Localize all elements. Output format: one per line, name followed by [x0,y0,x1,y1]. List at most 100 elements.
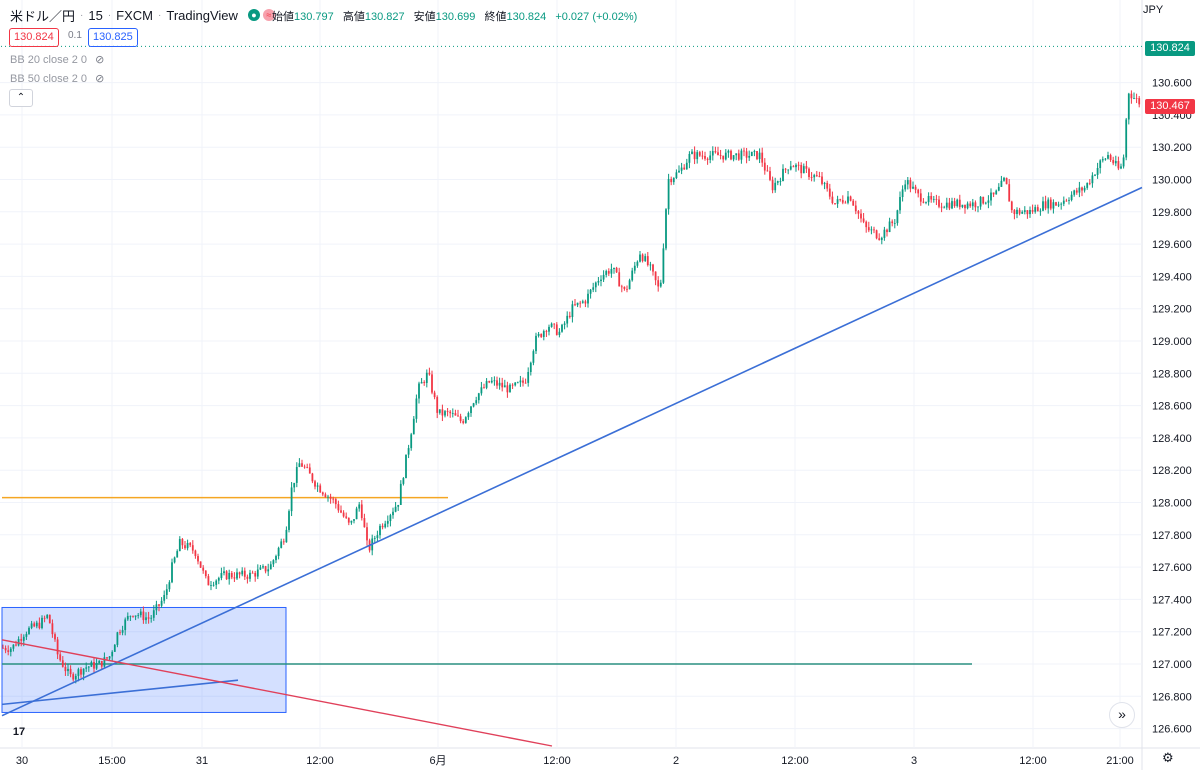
candle-body [1094,174,1096,176]
candle-body [1122,157,1125,167]
candle-body [568,315,571,318]
candle-body [137,615,140,616]
candle-body [883,229,886,238]
candle-body [932,199,935,200]
candle-body [821,176,823,184]
interval-label[interactable]: 15 [88,7,103,23]
candle-body [537,333,540,336]
currency-label[interactable]: JPY [1143,4,1164,16]
settings-gear-icon[interactable]: ⚙ [1162,750,1174,765]
candle-body [1055,202,1057,206]
candle-body [800,164,803,174]
candle-body [126,616,129,620]
candle-body [839,199,842,201]
candle-body [704,155,706,159]
indicator-bb20[interactable]: BB 20 close 2 0 ⊘ [10,53,105,67]
y-tick-label: 128.400 [1152,433,1192,445]
close-value: 130.824 [506,11,547,23]
candle-body [298,463,301,468]
candle-body [412,418,415,435]
lower-trendline [1,679,239,706]
candle-body [438,409,441,413]
candle-body [446,411,449,412]
candle-body [535,335,537,352]
candle-body [914,186,917,190]
candle-body [397,504,400,507]
candle-body [654,271,657,281]
candle-body [545,331,548,332]
candle-body [831,196,834,204]
sell-price-button[interactable]: 130.824 [9,28,59,47]
candle-body [59,654,62,661]
y-tick-label: 130.600 [1152,78,1192,90]
candle-body [399,483,402,505]
candle-body [826,182,829,189]
high-label: 高値 [342,11,365,23]
candle-body [904,184,907,190]
candle-body [909,180,912,189]
candle-body [633,265,636,271]
candle-body [121,630,124,633]
candle-body [1057,204,1060,206]
eye-off-icon[interactable]: ⊘ [95,73,105,85]
candle-body [501,382,504,388]
candle-body [259,567,262,570]
candle-body [321,492,324,495]
candle-body [818,176,821,178]
indicator-bb50[interactable]: BB 50 close 2 0 ⊘ [10,72,105,86]
candle-body [761,152,764,163]
y-tick-label: 127.800 [1152,530,1192,542]
collapse-indicators-button[interactable]: ⌃ [9,89,33,107]
candle-body [667,178,670,210]
candle-body [475,400,478,404]
candle-body [100,660,103,667]
candle-body [132,615,134,617]
candle-body [285,529,288,543]
candle-body [418,383,420,399]
candle-body [48,614,51,624]
candle-body [964,204,966,209]
buy-price-button[interactable]: 130.825 [88,28,138,47]
candle-body [691,151,693,154]
candle-body [113,644,116,652]
candle-body [1008,184,1011,202]
candle-body [1109,155,1112,160]
candle-body [1060,203,1063,205]
candle-body [1018,209,1021,214]
symbol-name[interactable]: 米ドル／円 [10,8,76,24]
scroll-to-realtime-button[interactable]: » [1109,702,1135,728]
y-tick-label: 126.600 [1152,724,1192,736]
candle-body [631,270,634,281]
candle-body [82,668,85,675]
candle-body [984,202,987,204]
candle-body [548,326,550,332]
candle-body [1052,202,1055,209]
candle-body [854,205,857,212]
candle-body [483,387,485,389]
candle-body [774,182,777,191]
y-tick-label: 128.000 [1152,498,1192,510]
candle-body [451,413,454,414]
candle-body [1042,201,1044,211]
candle-body [951,201,953,209]
candle-body [753,151,756,152]
candle-body [813,175,816,178]
eye-off-icon[interactable]: ⊘ [95,54,105,66]
candle-body [189,543,192,546]
indicator-label: BB 50 close 2 0 [10,72,88,85]
candle-body [675,172,678,179]
candle-body [33,623,36,627]
candle-body [927,195,930,203]
tradingview-logo[interactable]: 17 [12,726,26,738]
candle-body [727,150,730,153]
candle-body [857,211,860,214]
candle-body [815,175,818,177]
candle-body [784,168,787,170]
candle-body [389,515,392,522]
candle-body [243,570,246,577]
market-status-badge[interactable]: ● ≈ [247,9,278,21]
candle-body [288,511,290,530]
candle-body [808,168,810,178]
candle-body [779,181,782,182]
